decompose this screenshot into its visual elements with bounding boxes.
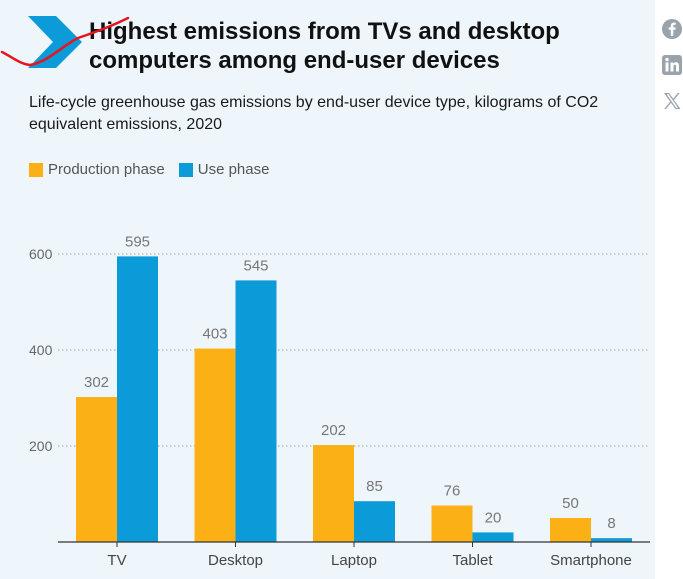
- legend-swatch-use: [178, 162, 193, 177]
- value-label-laptop-use: 85: [366, 478, 383, 495]
- legend-label-use: Use phase: [197, 161, 270, 178]
- value-label-laptop-production: 202: [321, 422, 346, 439]
- value-label-smartphone-production: 50: [562, 495, 579, 512]
- y-tick-label-200: 200: [29, 438, 53, 454]
- bar-desktop-production: [194, 348, 236, 542]
- x-tick-label-desktop: Desktop: [208, 552, 263, 569]
- value-label-tv-production: 302: [84, 374, 109, 391]
- bar-tablet-production: [431, 505, 473, 542]
- x-tick-label-tablet: Tablet: [452, 552, 493, 569]
- x-tick-label-smartphone: Smartphone: [550, 552, 632, 569]
- bar-smartphone-production: [550, 518, 591, 542]
- bar-chart: 200 400 600 302 595 TV 403 545 Desktop 202 85 Lapto…: [29, 233, 650, 569]
- value-label-desktop-production: 403: [202, 326, 227, 343]
- bar-tv-use: [117, 256, 158, 542]
- bar-laptop-use: [354, 501, 395, 542]
- value-label-tablet-use: 20: [485, 509, 502, 526]
- value-label-desktop-use: 545: [243, 257, 268, 274]
- x-icon[interactable]: [661, 90, 683, 112]
- value-label-tv-use: 595: [125, 233, 150, 250]
- legend-swatch-production: [29, 162, 43, 177]
- x-tick-label-tv: TV: [107, 552, 126, 569]
- chart-subtitle: Life-cycle greenhouse gas emissions by e…: [29, 94, 599, 133]
- facebook-icon[interactable]: [661, 18, 683, 40]
- bar-tv-production: [76, 397, 117, 542]
- value-label-smartphone-use: 8: [607, 515, 615, 532]
- bar-laptop-production: [313, 445, 354, 542]
- value-label-tablet-production: 76: [444, 483, 461, 500]
- y-tick-label-400: 400: [29, 342, 53, 358]
- bar-smartphone-use: [591, 538, 632, 542]
- y-tick-label-600: 600: [29, 246, 53, 262]
- linkedin-icon[interactable]: [661, 54, 683, 76]
- x-tick-label-laptop: Laptop: [331, 552, 377, 569]
- legend-label-production: Production phase: [48, 161, 165, 178]
- legend-item-production: Production phase: [29, 161, 165, 178]
- bar-tablet-use: [472, 532, 514, 542]
- chart-title: Highest emissions from TVs and desktop c…: [89, 18, 560, 74]
- chart-legend: Production phase Use phase: [29, 161, 283, 178]
- chart-panel: Highest emissions from TVs and desktop c…: [0, 0, 655, 579]
- bar-desktop-use: [235, 280, 277, 542]
- legend-item-use: Use phase: [178, 161, 270, 178]
